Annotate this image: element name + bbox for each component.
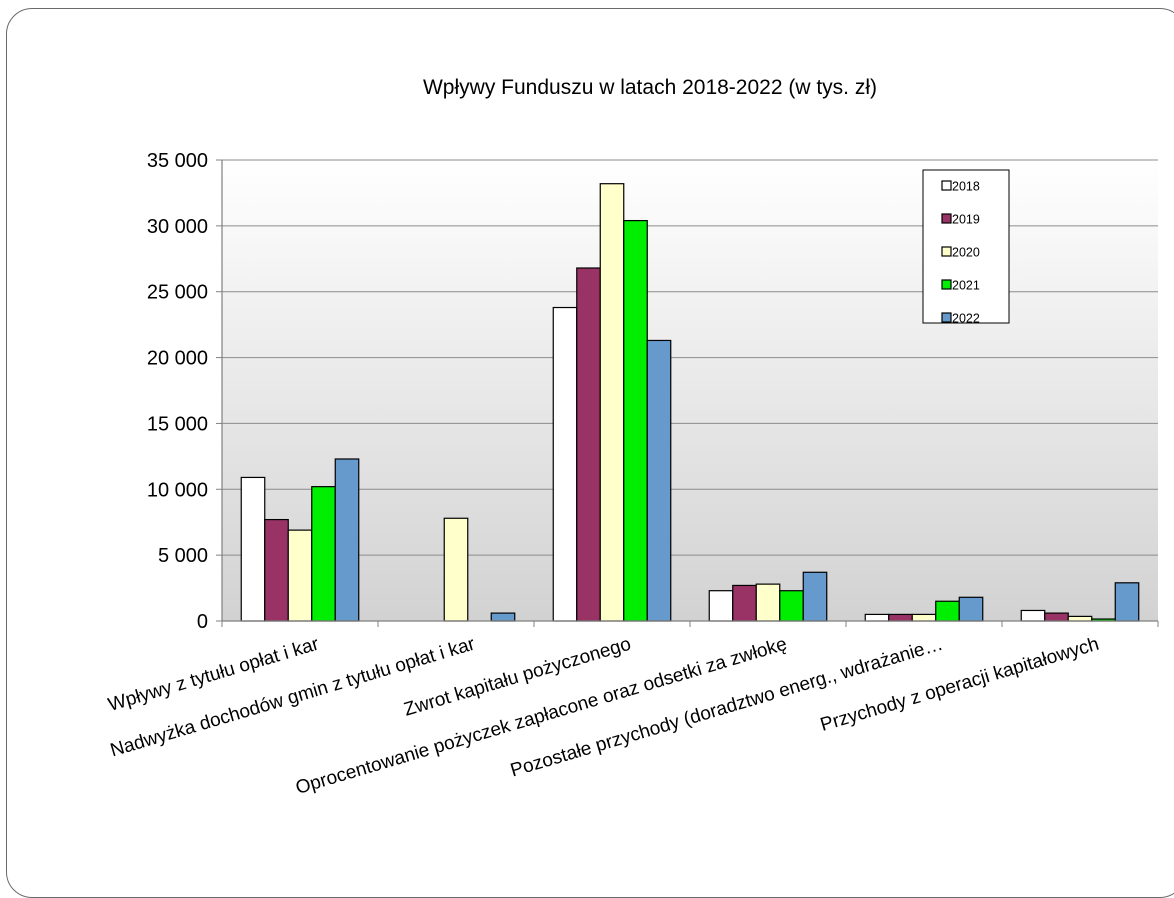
bar-2018 bbox=[708, 590, 734, 622]
bar-2018 bbox=[240, 476, 266, 622]
bar-2022 bbox=[1114, 582, 1140, 622]
y-tick-label: 35 000 bbox=[147, 150, 208, 172]
bar-2018 bbox=[552, 306, 578, 622]
legend-label: 2022 bbox=[952, 312, 980, 326]
y-tick-label: 20 000 bbox=[147, 348, 208, 370]
y-tick-label: 5 000 bbox=[158, 545, 208, 567]
y-tick-label: 25 000 bbox=[147, 282, 208, 304]
axes bbox=[216, 159, 1159, 627]
legend-swatch-2020 bbox=[941, 246, 952, 257]
bar-2022 bbox=[490, 612, 516, 622]
bar-2019 bbox=[732, 584, 757, 622]
x-tick-label: Przychody z operacji kapitałowych bbox=[818, 634, 1101, 736]
bar-2020 bbox=[755, 583, 781, 622]
bar-2021 bbox=[935, 600, 960, 622]
legend-swatch-2021 bbox=[941, 279, 952, 290]
legend-swatch-2019 bbox=[941, 213, 952, 224]
bar-2022 bbox=[958, 596, 984, 622]
bar-2020 bbox=[1067, 615, 1093, 622]
bar-2021 bbox=[779, 590, 804, 622]
bar-2019 bbox=[264, 518, 289, 622]
legend-label: 2020 bbox=[952, 246, 980, 260]
bar-2018 bbox=[864, 613, 890, 622]
bar-2020 bbox=[443, 517, 469, 622]
legend-swatch-2018 bbox=[941, 180, 952, 191]
legend: 2018 2019 2020 2021 2022 bbox=[922, 169, 1010, 326]
bar-2022 bbox=[802, 571, 828, 622]
legend-swatch-2022 bbox=[941, 312, 952, 323]
legend-box bbox=[922, 169, 1010, 324]
bar-chart: 0 5 000 10 000 15 000 20 000 25 000 30 000 35 0… bbox=[106, 76, 1159, 799]
bar-2022 bbox=[646, 339, 672, 622]
bar-2020 bbox=[599, 183, 625, 622]
bar-2018 bbox=[1020, 609, 1046, 622]
chart-title: Wpływy Funduszu w latach 2018-2022 (w ty… bbox=[423, 76, 877, 99]
bar-2021 bbox=[623, 219, 648, 622]
y-tick-labels: 0 5 000 10 000 15 000 20 000 25 000 30 000 35 0… bbox=[147, 150, 208, 633]
bar-2021 bbox=[311, 486, 336, 622]
bar-2019 bbox=[576, 267, 601, 622]
legend-label: 2021 bbox=[952, 279, 980, 293]
y-tick-label: 0 bbox=[197, 611, 208, 633]
y-tick-label: 10 000 bbox=[147, 479, 208, 501]
y-tick-label: 30 000 bbox=[147, 216, 208, 238]
y-tick-label: 15 000 bbox=[147, 413, 208, 435]
bar-2022 bbox=[334, 458, 360, 622]
bar-2020 bbox=[287, 529, 313, 622]
bar-2019 bbox=[1044, 612, 1069, 622]
legend-label: 2018 bbox=[952, 180, 980, 194]
bar-2019 bbox=[888, 613, 913, 622]
plot-area bbox=[222, 160, 1158, 621]
bar-2020 bbox=[911, 613, 937, 622]
legend-label: 2019 bbox=[952, 213, 980, 227]
